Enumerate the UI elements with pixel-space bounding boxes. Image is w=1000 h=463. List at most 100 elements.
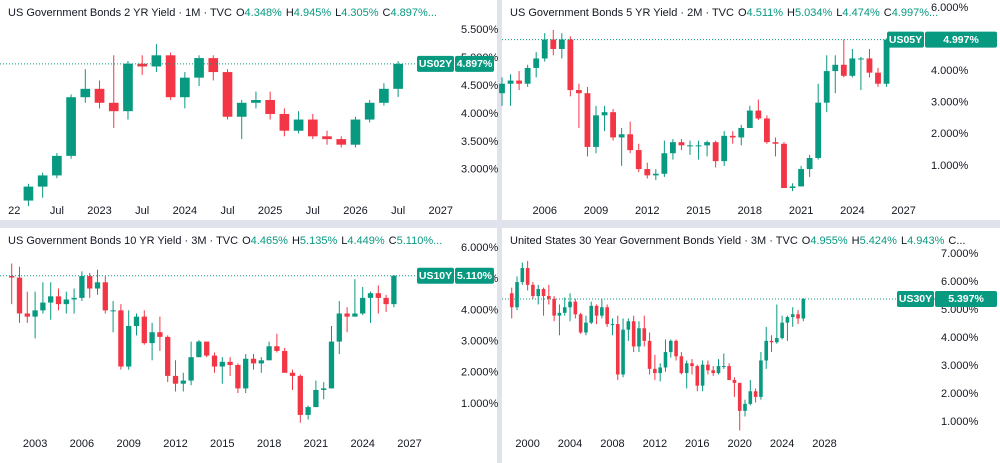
y-tick-label: 1.000% xyxy=(461,398,499,410)
candle-body xyxy=(642,328,647,341)
x-tick-label: 2025 xyxy=(258,205,282,217)
candle-body xyxy=(204,341,210,356)
y-tick-label: 5.500% xyxy=(461,24,499,36)
candle-body xyxy=(557,312,562,316)
ohlc-label: H xyxy=(286,7,294,19)
candle-body xyxy=(80,88,91,98)
candle-body xyxy=(663,352,668,368)
candle-body xyxy=(305,407,311,415)
candle-body xyxy=(350,119,361,145)
candle-body xyxy=(558,39,565,49)
candle-body xyxy=(520,268,525,283)
x-tick-label: Jul xyxy=(391,205,405,217)
candle-body xyxy=(180,380,186,384)
candle-body xyxy=(780,322,784,339)
candle-body xyxy=(576,90,582,94)
candle-body xyxy=(79,276,85,298)
candle-body xyxy=(658,367,662,374)
candle-body xyxy=(9,276,15,278)
panel-background xyxy=(0,0,497,220)
candle-body xyxy=(536,289,541,297)
chart-panel: 1.000%2.000%3.000%4.000%5.000%6.000%2006… xyxy=(499,0,1000,220)
candle-body xyxy=(737,382,742,411)
candle-body xyxy=(367,293,374,298)
x-tick-label: 2018 xyxy=(738,205,762,217)
chart-panel: 1.000%2.000%3.000%4.000%5.000%6.000%2003… xyxy=(0,228,499,463)
symbol-label: US30Y xyxy=(899,293,932,305)
panel-background xyxy=(0,228,497,463)
candle-body xyxy=(732,380,737,383)
candle-body xyxy=(196,341,202,358)
candle-body xyxy=(541,39,548,59)
candle-body xyxy=(738,127,745,138)
candle-body xyxy=(118,310,124,367)
candle-body xyxy=(743,403,747,411)
symbol-tag xyxy=(887,31,924,48)
candle-body xyxy=(165,336,171,376)
candle-body xyxy=(687,145,693,147)
candle-body xyxy=(211,355,218,367)
candle-body xyxy=(180,77,190,98)
candle-body xyxy=(123,63,133,112)
y-tick-label: 3.000% xyxy=(931,97,969,109)
ohlc-label: L xyxy=(335,7,341,19)
candle-body xyxy=(661,153,668,174)
y-tick-label: 4.000% xyxy=(931,65,969,77)
candle-body xyxy=(531,284,535,297)
x-tick-label: 2027 xyxy=(429,205,453,217)
x-tick-label: 2015 xyxy=(686,205,710,217)
ohlc-label: L xyxy=(341,235,347,247)
candle-body xyxy=(712,142,719,162)
symbol-tag xyxy=(417,55,454,72)
y-tick-label: 3.000% xyxy=(461,164,499,176)
candle-body xyxy=(307,119,318,137)
candle-body xyxy=(695,145,702,147)
candle-body xyxy=(533,58,540,68)
x-tick-label: 2024 xyxy=(840,205,864,217)
price-label: 4.997% xyxy=(943,34,979,46)
candle-body xyxy=(668,340,673,353)
x-tick-label: 2015 xyxy=(210,438,234,450)
ohlc-value: 4.943% xyxy=(907,235,945,247)
ohlc-value: 4.945% xyxy=(294,7,332,19)
chart-header: US Government Bonds 5 YR Yield · 2M · TV… xyxy=(510,7,938,19)
x-tick-label: 2006 xyxy=(70,438,94,450)
candle-body xyxy=(759,360,763,397)
candle-body xyxy=(23,186,34,201)
candle-body xyxy=(141,316,147,344)
ohlc-value: 5.110%... xyxy=(397,235,443,247)
candle-body xyxy=(600,307,604,316)
x-tick-label: Jul xyxy=(306,205,320,217)
candle-body xyxy=(165,55,176,98)
candle-body xyxy=(584,93,591,147)
candle-body xyxy=(550,39,557,49)
candle-body xyxy=(764,118,770,143)
x-tick-label: 2012 xyxy=(163,438,187,450)
candle-body xyxy=(627,134,634,151)
candle-body xyxy=(279,113,290,131)
x-tick-label: 2009 xyxy=(116,438,140,450)
x-tick-label: 2021 xyxy=(789,205,813,217)
ohlc-value: 5.135% xyxy=(300,235,338,247)
y-tick-label: 4.000% xyxy=(461,304,499,316)
candle-body xyxy=(584,322,588,333)
candle-body xyxy=(282,350,288,373)
candle-body xyxy=(772,142,779,144)
chart-header: US Government Bonds 2 YR Yield · 1M · TV… xyxy=(8,7,437,19)
candle-body xyxy=(55,296,62,305)
x-tick-label: 2028 xyxy=(812,438,836,450)
ohlc-label: H xyxy=(292,235,300,247)
x-tick-label: 2024 xyxy=(770,438,794,450)
candle-body xyxy=(194,58,204,78)
candle-body xyxy=(110,310,116,312)
candle-body xyxy=(40,302,46,311)
candle-body xyxy=(704,142,710,146)
price-label: 5.397% xyxy=(948,293,984,305)
candle-body xyxy=(250,358,257,364)
x-tick-label: 2000 xyxy=(515,438,539,450)
x-tick-label: 2003 xyxy=(23,438,47,450)
candle-body xyxy=(618,134,625,138)
x-tick-label: 2004 xyxy=(558,438,582,450)
candle-body xyxy=(883,39,890,84)
x-tick-label: 2018 xyxy=(257,438,281,450)
